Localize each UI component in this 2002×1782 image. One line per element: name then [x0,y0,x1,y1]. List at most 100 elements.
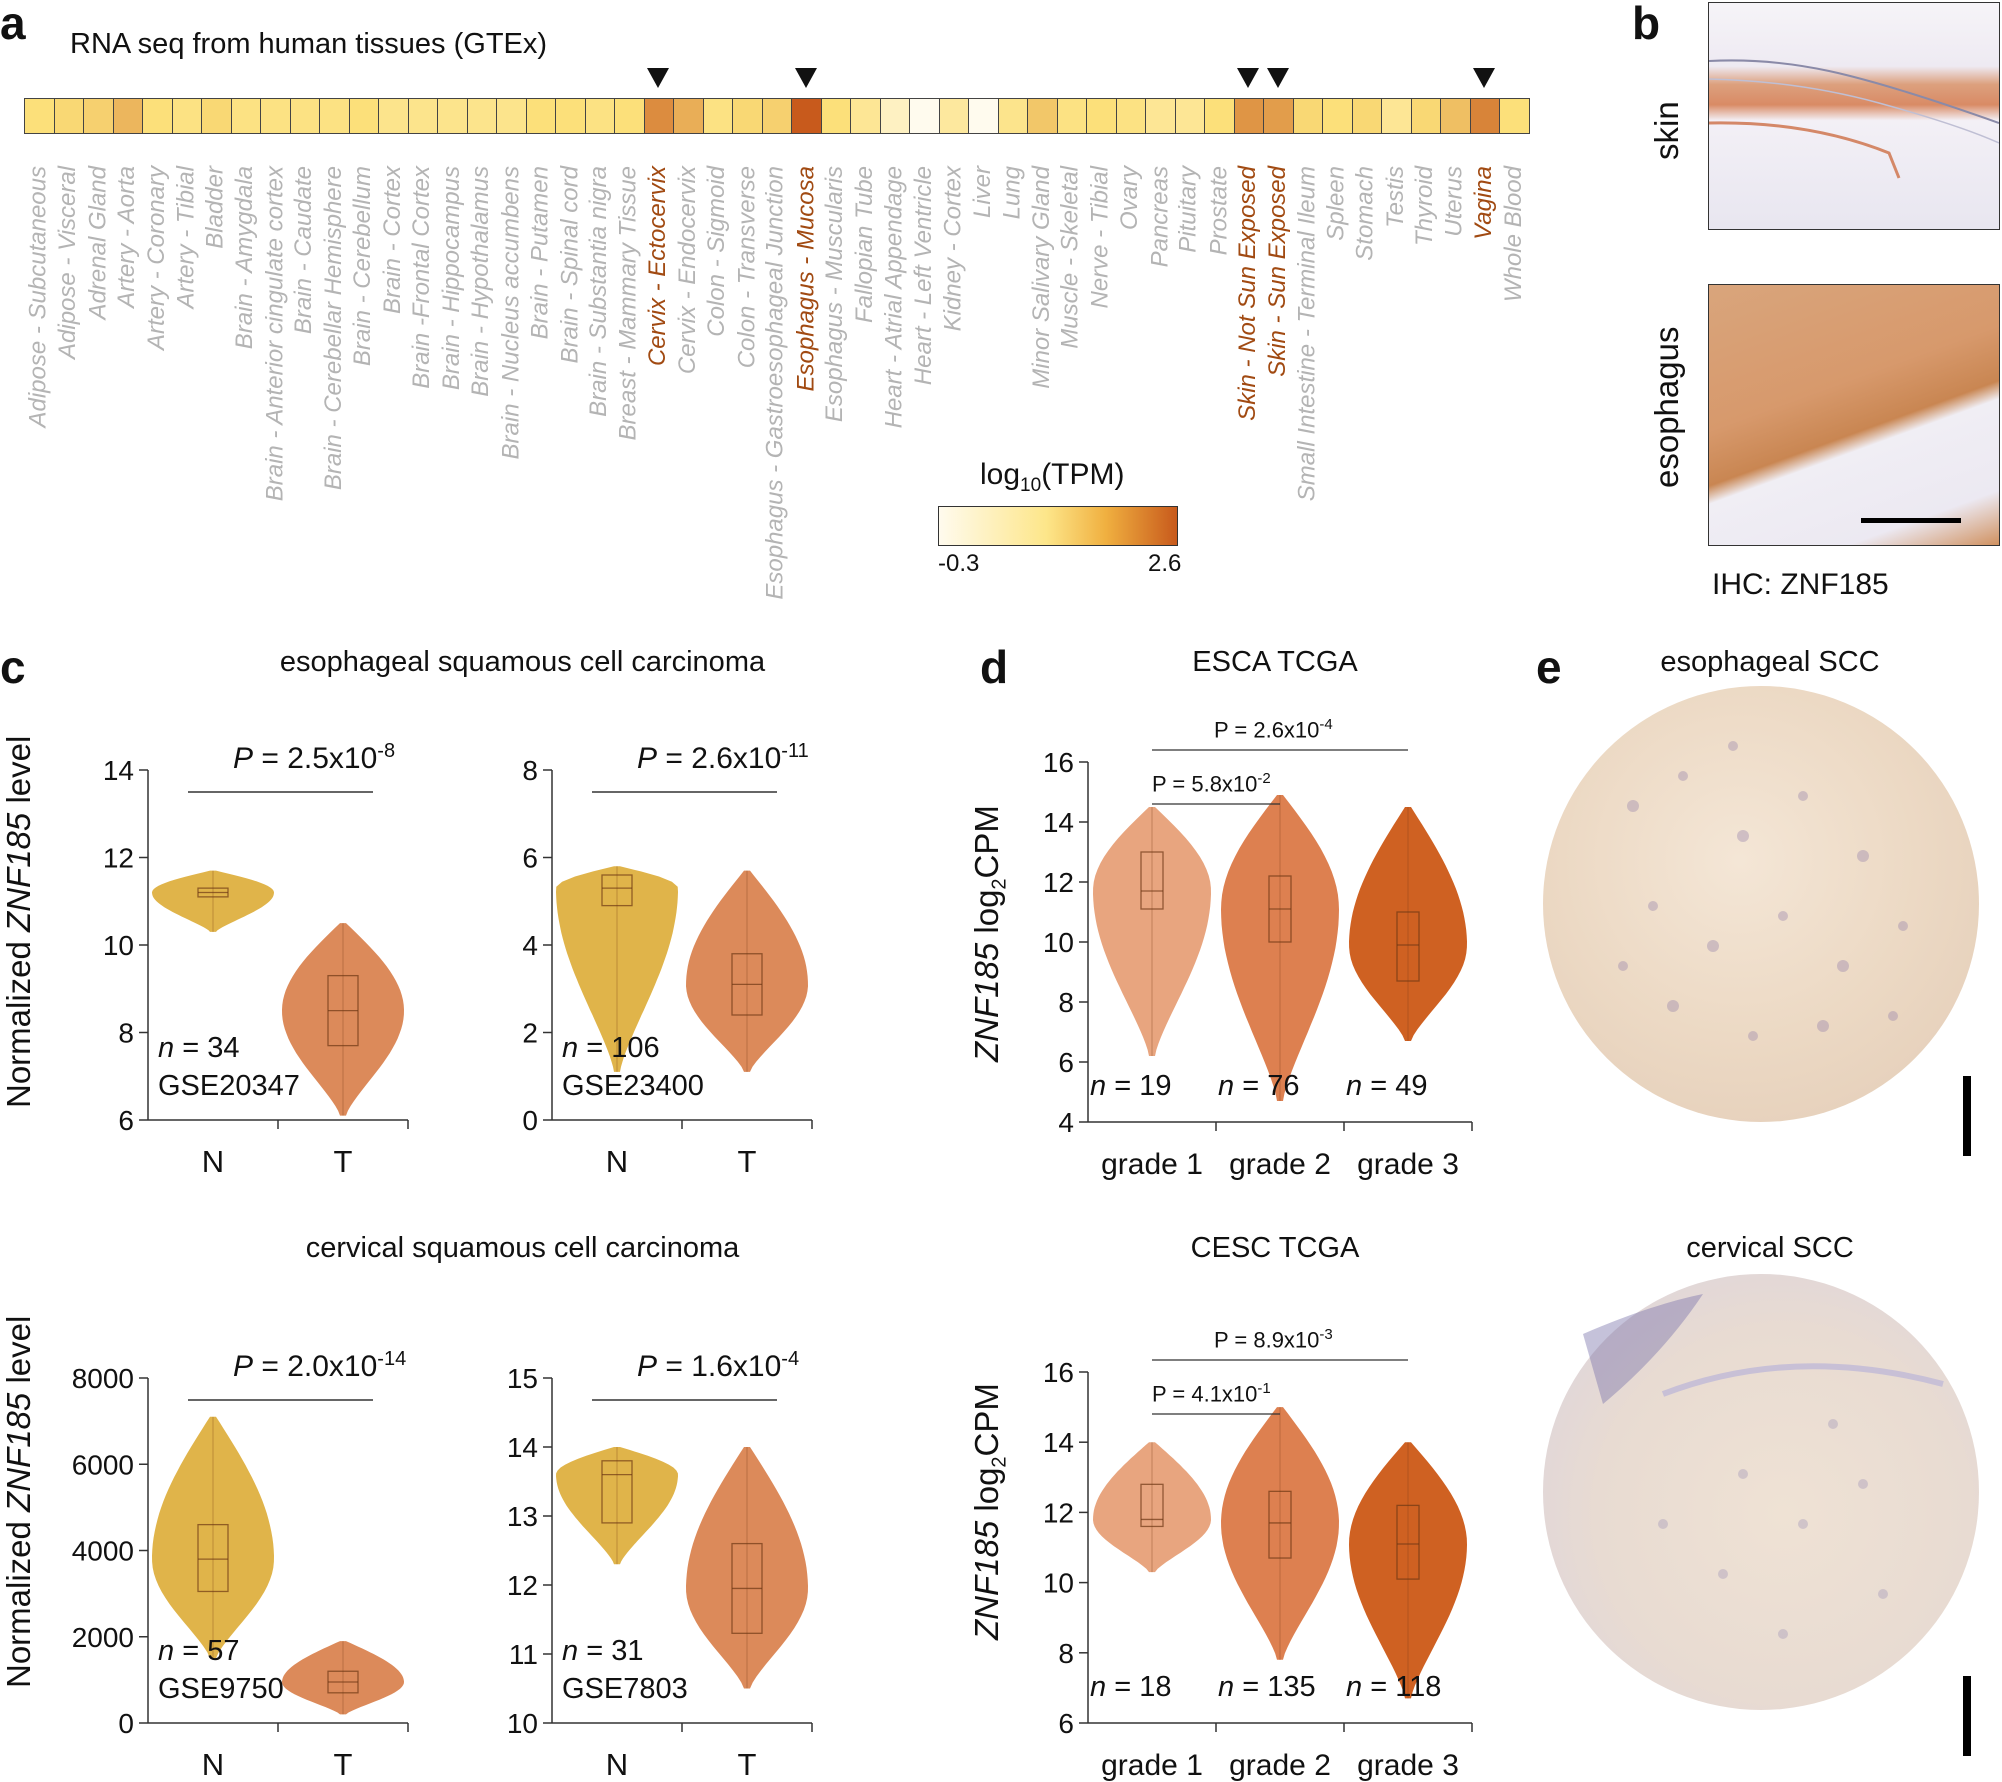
ihc-circle-cervical-scc [1543,1274,1979,1710]
y-tick-label: 8 [118,1018,134,1049]
sample-size-label: n = 18 [1090,1671,1172,1703]
x-category-label: N [606,1747,628,1782]
y-tick-label: 13 [507,1501,538,1532]
title-escc: esophageal squamous cell carcinoma [279,646,766,678]
heatmap-cell [1499,98,1530,134]
heatmap-cell [584,98,615,134]
y-tick-label: 15 [507,1363,538,1394]
violin-shape [1349,807,1467,1041]
heatmap-cell [968,98,999,134]
violin-shape [282,1641,404,1715]
x-category-label: T [738,1747,757,1782]
x-category-label: N [606,1144,628,1179]
sample-size-label: n = 49 [1346,1070,1428,1102]
y-tick-label: 11 [509,1639,538,1670]
y-tick-label: 8 [522,755,538,786]
ihc-image-esophagus [1708,284,2000,546]
heatmap-cell [702,98,733,134]
title-cesc: CESC TCGA [1190,1232,1360,1264]
x-category-label: T [738,1144,757,1179]
heatmap-cell [1086,98,1117,134]
y-tick-label: 6 [1058,1047,1074,1078]
pvalue-label: P = 1.6x10-4 [637,1348,800,1383]
x-category-label: grade 3 [1357,1749,1459,1782]
highlight-marker-icon [1237,68,1260,88]
dataset-label: GSE20347 [158,1070,300,1102]
x-category-label: N [202,1747,224,1782]
violin-shape [282,923,404,1116]
y-tick-label: 14 [1043,807,1074,838]
heatmap-title: RNA seq from human tissues (GTEx) [70,28,548,60]
heatmap-cell [1174,98,1205,134]
y-tick-label: 4000 [72,1536,134,1567]
box-iqr [197,1523,229,1593]
violin-shape [1093,1442,1211,1573]
panel-label-b: b [1632,0,1661,49]
y-tick-label: 6 [1058,1708,1074,1739]
y-tick-label: 10 [507,1708,538,1739]
x-category-label: grade 3 [1357,1148,1459,1181]
sample-size-label: n = 76 [1218,1070,1300,1102]
pvalue-label: P = 2.0x10-14 [233,1348,407,1383]
y-tick-label: 14 [103,755,134,786]
panel-label-a: a [0,0,26,49]
y-tick-label: 8 [1058,987,1074,1018]
panel-label-d: d [980,641,1009,693]
colorbar-max-label: 2.6 [1148,550,1182,577]
heatmap-cell [1440,98,1471,134]
y-tick-label: 6 [522,843,538,874]
y-tick-label: 14 [1043,1427,1074,1458]
heatmap-cell [1263,98,1294,134]
heatmap-cell [1115,98,1146,134]
highlight-marker-icon [794,68,817,88]
highlight-marker-icon [647,68,670,88]
y-tick-label: 4 [522,930,538,961]
box-iqr [1140,1483,1164,1528]
heatmap-cell [1027,98,1058,134]
heatmap-cell [1322,98,1353,134]
heatmap-cell [1410,98,1441,134]
heatmap-cell [555,98,586,134]
sample-size-label: n = 31 [562,1635,644,1667]
y-tick-label: 0 [118,1708,134,1739]
panel-label-c: c [0,641,26,693]
y-tick-label: 12 [1043,867,1074,898]
y-tick-label: 16 [1043,1357,1074,1388]
y-tick-label: 12 [507,1570,538,1601]
esophageal-scc-texture [1618,741,1908,1041]
pvalue-label: P = 2.6x10-11 [637,740,809,775]
pvalue-label-1-3: P = 2.6x10-4 [1214,716,1333,743]
y-tick-label: 12 [103,843,134,874]
heatmap-cell [997,98,1028,134]
y-tick-label: 16 [1043,747,1074,778]
y-tick-label: 4 [1058,1107,1074,1138]
sample-size-label: n = 57 [158,1635,240,1667]
ihc-circle-esophageal-scc [1543,686,1979,1122]
violin-shape [1221,1407,1339,1660]
title-esophageal-scc: esophageal SCC [1660,646,1880,678]
x-category-label: grade 1 [1101,1749,1203,1782]
box-iqr [1396,1504,1420,1580]
title-cervical-scc: cervical SCC [1686,1232,1854,1264]
colorbar-title: log10(TPM) [980,458,1125,496]
heatmap-cell [525,98,556,134]
y-tick-label: 10 [103,930,134,961]
sample-size-label: n = 106 [562,1032,660,1064]
violin-shape [1221,795,1339,1101]
x-category-label: T [334,1144,353,1179]
y-tick-label: 2000 [72,1622,134,1653]
heatmap-cell [909,98,940,134]
violin-shape [556,866,678,1072]
violin-shape [1349,1442,1467,1699]
dataset-label: GSE23400 [562,1070,704,1102]
violin-shape [686,870,808,1072]
box-iqr [1268,1490,1292,1559]
highlight-marker-icon [1473,68,1496,88]
heatmap-cell [1145,98,1176,134]
y-tick-label: 8000 [72,1363,134,1394]
y-tick-label: 10 [1043,1568,1074,1599]
dataset-label: GSE7803 [562,1673,688,1705]
y-tick-label: 6 [118,1105,134,1136]
